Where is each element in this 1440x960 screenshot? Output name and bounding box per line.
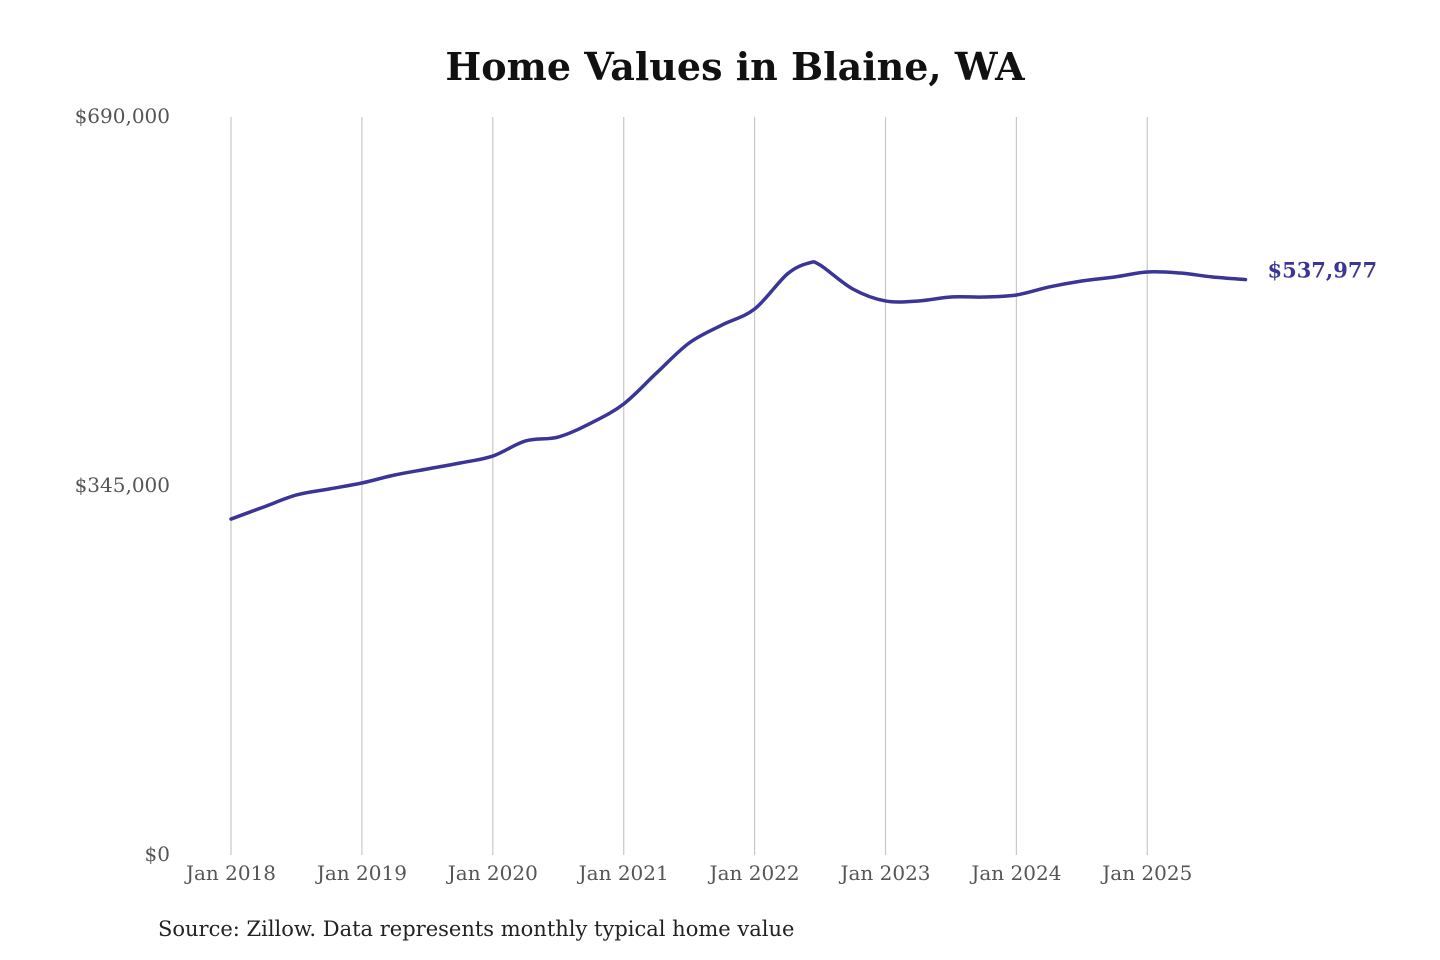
x-tick-label: Jan 2020 xyxy=(446,861,538,885)
y-tick-label: $690,000 xyxy=(75,104,170,128)
y-tick-label: $345,000 xyxy=(75,473,170,497)
series-line xyxy=(229,260,1248,521)
x-tick-label: Jan 2019 xyxy=(315,861,407,885)
x-tick-label: Jan 2021 xyxy=(577,861,669,885)
source-note: Source: Zillow. Data represents monthly … xyxy=(158,917,795,941)
x-tick-label: Jan 2023 xyxy=(838,861,930,885)
x-tick-label: Jan 2018 xyxy=(184,861,276,885)
y-tick-label: $0 xyxy=(145,842,170,866)
x-tick-label: Jan 2025 xyxy=(1100,861,1192,885)
x-tick-label: Jan 2022 xyxy=(708,861,800,885)
x-tick-label: Jan 2024 xyxy=(969,861,1061,885)
chart-title: Home Values in Blaine, WA xyxy=(445,44,1025,89)
end-value-label: $537,977 xyxy=(1267,258,1377,283)
